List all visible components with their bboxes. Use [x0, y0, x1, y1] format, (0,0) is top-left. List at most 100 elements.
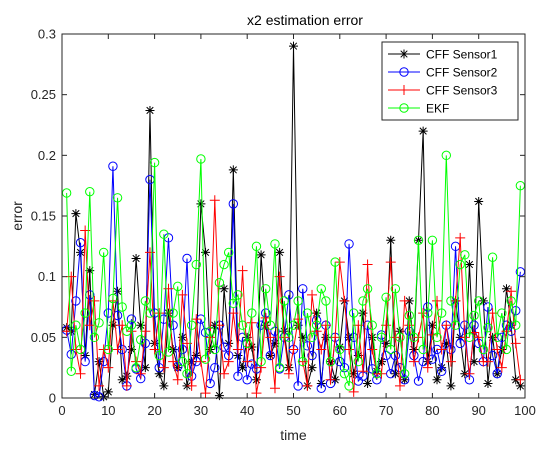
data-point-34: [219, 259, 229, 270]
data-point-23: [168, 344, 178, 354]
chart-title: x2 estimation error: [247, 12, 363, 28]
data-point-94: [496, 362, 507, 373]
data-point-23: [168, 308, 178, 318]
data-point-53: [307, 363, 317, 373]
y-tick-label: 0.1: [38, 269, 56, 284]
data-point-57: [325, 374, 336, 385]
data-point-48: [284, 332, 294, 343]
data-point-36: [228, 298, 239, 309]
data-point-51: [298, 284, 308, 294]
data-point-39: [242, 375, 252, 385]
data-point-45: [270, 338, 280, 348]
data-point-7: [94, 380, 105, 391]
data-point-5: [85, 187, 95, 197]
data-point-45: [270, 239, 280, 249]
data-point-77: [418, 126, 428, 136]
data-point-83: [446, 381, 456, 391]
data-point-44: [265, 350, 276, 361]
data-point-8: [98, 356, 109, 367]
data-point-96: [506, 296, 516, 306]
data-point-49: [288, 320, 299, 330]
data-point-55: [316, 344, 327, 355]
data-point-35: [223, 247, 234, 258]
legend-item-1: CFF Sensor2: [388, 66, 498, 80]
data-point-74: [404, 310, 414, 321]
y-tick-label: 0.15: [31, 209, 56, 224]
data-point-32: [210, 344, 220, 355]
data-point-9: [103, 344, 114, 355]
data-point-37: [233, 290, 243, 300]
y-tick-label: 0: [49, 391, 56, 406]
data-point-25: [177, 332, 187, 342]
data-point-49: [288, 344, 299, 355]
data-point-87: [464, 260, 474, 270]
data-point-10: [108, 161, 118, 171]
data-point-24: [173, 363, 183, 373]
data-point-66: [367, 332, 377, 342]
data-point-25: [177, 356, 188, 367]
data-point-83: [445, 356, 456, 367]
data-point-40: [247, 342, 257, 352]
data-point-7: [94, 318, 104, 328]
data-point-39: [242, 356, 253, 367]
y-tick-label: 0.2: [38, 148, 56, 163]
data-point-82: [441, 150, 451, 161]
data-point-91: [483, 378, 493, 388]
data-point-82: [441, 320, 452, 331]
data-point-77: [418, 344, 428, 355]
data-point-23: [168, 356, 179, 367]
data-point-1: [66, 271, 77, 282]
data-point-86: [460, 250, 470, 260]
data-point-6: [89, 390, 100, 401]
legend-item-0: CFF Sensor1: [388, 48, 498, 62]
data-point-64: [357, 366, 368, 377]
data-point-42: [256, 362, 267, 373]
data-point-31: [205, 326, 215, 336]
data-point-89: [474, 196, 484, 206]
data-point-37: [233, 351, 243, 361]
data-point-legend: [399, 67, 409, 77]
data-point-79: [427, 235, 438, 245]
data-point-48: [283, 368, 294, 379]
data-point-92: [487, 252, 498, 262]
data-point-11: [112, 344, 123, 355]
data-point-25: [177, 289, 188, 300]
data-point-70: [385, 257, 396, 268]
data-point-96: [506, 286, 517, 297]
data-point-60: [339, 295, 350, 306]
data-point-28: [191, 259, 201, 270]
data-point-2: [71, 320, 81, 330]
data-point-45: [270, 326, 280, 336]
data-point-93: [492, 369, 502, 379]
data-point-32: [210, 362, 220, 373]
data-point-53: [307, 332, 317, 343]
data-point-95: [501, 344, 512, 355]
data-point-34: [219, 284, 229, 294]
data-point-48: [284, 363, 294, 373]
data-point-8: [98, 247, 109, 258]
data-point-16: [136, 335, 146, 345]
data-point-22: [163, 283, 174, 294]
y-tick-label: 0.25: [31, 87, 56, 102]
data-point-73: [399, 369, 410, 379]
data-point-83: [446, 344, 456, 355]
data-point-33: [214, 391, 224, 401]
data-point-41: [251, 388, 262, 399]
data-point-42: [256, 356, 266, 367]
data-point-62: [348, 386, 359, 397]
data-point-11: [113, 286, 123, 296]
data-point-75: [409, 344, 419, 354]
data-point-61: [344, 239, 354, 249]
data-point-24: [173, 281, 183, 292]
data-point-65: [363, 378, 373, 388]
data-point-91: [483, 302, 493, 312]
data-point-44: [265, 332, 276, 343]
data-point-97: [510, 338, 521, 349]
data-point-45: [269, 383, 280, 394]
data-point-49: [289, 41, 298, 51]
data-point-55: [316, 284, 326, 294]
data-point-38: [237, 265, 248, 276]
data-point-38: [238, 363, 248, 373]
data-point-85: [455, 259, 465, 270]
data-point-71: [390, 284, 401, 294]
